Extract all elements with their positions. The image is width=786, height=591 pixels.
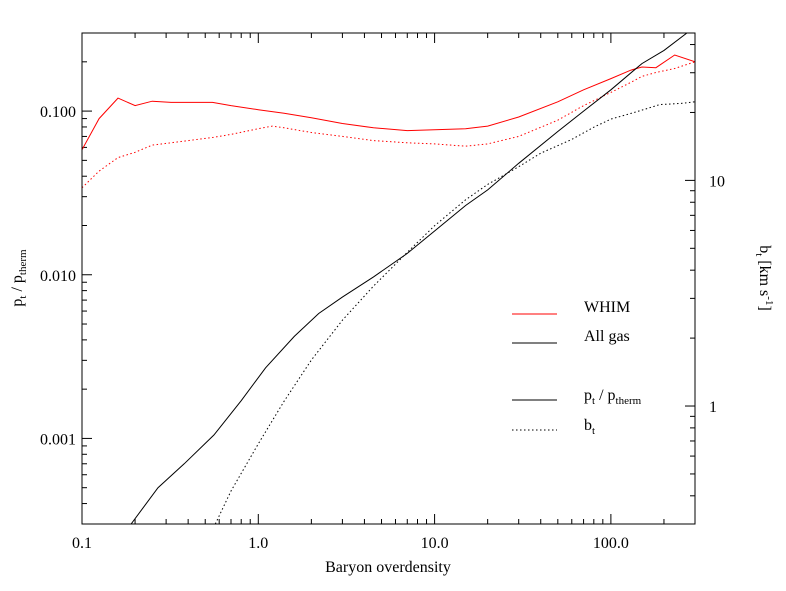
y-left-label-sub1: t <box>17 296 29 299</box>
svg-text:bt [km s-1]: bt [km s-1] <box>753 245 775 311</box>
series-all-gas-solid <box>130 33 688 524</box>
y-left-tick-label: 0.001 <box>40 431 76 448</box>
legend: WHIM All gas pt / ptherm bt <box>512 299 642 437</box>
legend-pt-base: p <box>584 387 592 404</box>
y-right-label-rest: [km s <box>756 256 773 296</box>
plot-frame <box>81 32 696 525</box>
legend-label-whim: WHIM <box>584 299 630 316</box>
y-left-tick-label: 0.010 <box>40 268 76 285</box>
y-right-axis-label: bt [km s-1] <box>753 245 775 311</box>
svg-text:pt / ptherm: pt / ptherm <box>9 249 29 307</box>
x-tick-label: 10.0 <box>421 535 449 552</box>
x-tick-label: 0.1 <box>72 535 92 552</box>
series-whim-dotted <box>82 61 695 189</box>
legend-label-bt: bt <box>584 417 595 437</box>
y-left-label-sub2: therm <box>17 249 29 275</box>
legend-bt-sub1: t <box>592 425 595 437</box>
series-group <box>82 33 695 524</box>
legend-pt-sub1: t <box>592 395 595 407</box>
y-right-label-sup: -1 <box>763 296 775 305</box>
legend-label-pt-ptherm: pt / ptherm <box>584 387 642 407</box>
x-tick-label: 100.0 <box>593 535 629 552</box>
y-left-tick-label: 0.100 <box>40 104 76 121</box>
y-left-label-sep: / p <box>9 275 26 295</box>
x-tick-label: 1.0 <box>248 535 268 552</box>
series-whim-solid <box>82 54 695 151</box>
legend-pt-sep: / p <box>595 387 615 404</box>
series-all-gas-dotted <box>214 101 695 524</box>
legend-label-all-gas: All gas <box>584 328 630 345</box>
y-left-axis-label: pt / ptherm <box>9 249 29 307</box>
legend-pt-sub2: therm <box>616 395 642 407</box>
y-right-label-sub: t <box>753 253 765 256</box>
legend-bt-base: b <box>584 417 592 434</box>
x-axis-label: Baryon overdensity <box>325 559 451 576</box>
y-right-label-base: b <box>756 245 773 253</box>
y-left-label-base: p <box>9 299 26 307</box>
y-right-label-close: ] <box>756 305 773 310</box>
tick-labels: 0.1 1.0 10.0 100.0 0.001 0.010 0.100 1 10 <box>40 104 725 552</box>
y-right-tick-label: 10 <box>709 173 725 190</box>
y-right-tick-label: 1 <box>709 399 717 416</box>
